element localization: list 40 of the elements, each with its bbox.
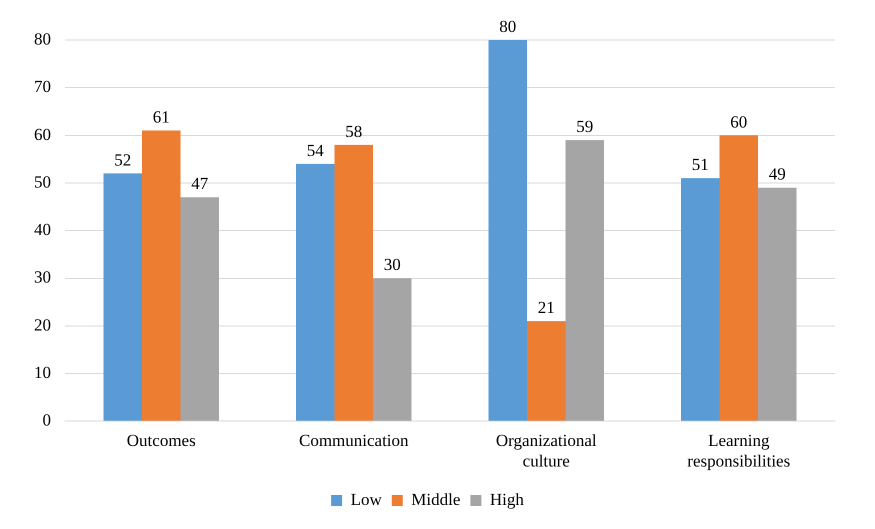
data-label: 47 xyxy=(191,174,209,194)
data-label: 52 xyxy=(114,150,132,170)
bar xyxy=(720,135,758,421)
y-tick-label: 20 xyxy=(34,315,51,334)
bar xyxy=(296,164,334,421)
data-label: 61 xyxy=(152,108,170,127)
x-tick-label: Organizational culture xyxy=(496,430,597,470)
data-label: 58 xyxy=(345,122,362,141)
legend-label: High xyxy=(490,490,524,509)
data-label: 21 xyxy=(538,298,555,318)
y-tick-label: 0 xyxy=(42,410,51,430)
bar xyxy=(488,40,527,421)
y-tick-label: 70 xyxy=(34,77,51,96)
bar xyxy=(334,144,373,421)
bar xyxy=(566,140,604,421)
x-tick-label: Communication xyxy=(298,430,410,450)
data-label: 51 xyxy=(692,155,709,174)
x-tick-label: Outcomes xyxy=(126,430,196,450)
data-label: 59 xyxy=(576,117,594,136)
bar xyxy=(681,178,720,421)
x-tick-label: Learning responsibilities xyxy=(687,430,790,470)
bar xyxy=(180,197,219,421)
data-label: 60 xyxy=(730,112,748,132)
data-label: 30 xyxy=(384,255,401,274)
y-tick-label: 30 xyxy=(34,268,51,287)
data-label: 54 xyxy=(306,140,324,160)
y-tick-label: 10 xyxy=(34,363,51,382)
bar xyxy=(142,130,180,421)
y-tick-label: 80 xyxy=(34,29,51,48)
data-label: 80 xyxy=(499,16,516,36)
legend-label: Low xyxy=(350,490,382,509)
bar xyxy=(527,321,566,421)
y-tick-label: 50 xyxy=(34,172,51,192)
y-tick-label: 60 xyxy=(34,124,51,144)
data-label: 49 xyxy=(768,164,786,184)
bar xyxy=(758,188,796,421)
legend-label: Middle xyxy=(411,490,460,509)
bar xyxy=(104,173,142,421)
bar xyxy=(373,278,412,421)
y-tick-label: 40 xyxy=(34,220,51,240)
